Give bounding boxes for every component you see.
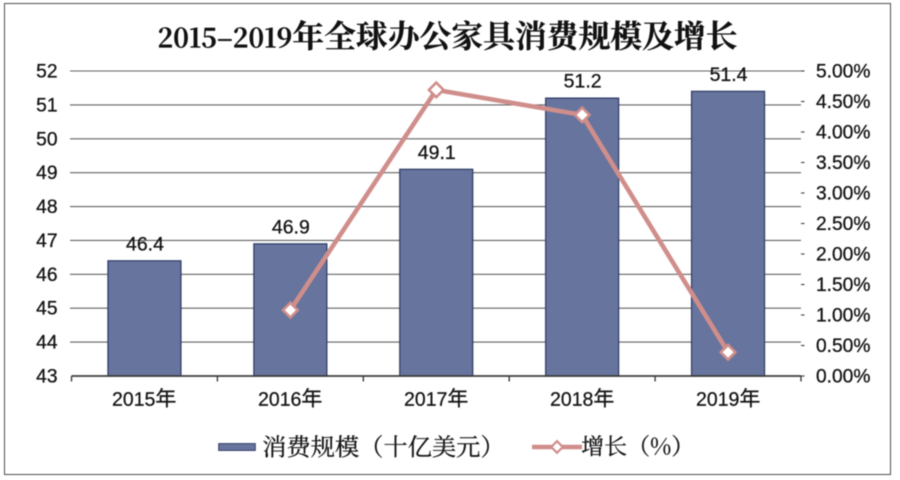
left-axis-label-46: 46 [36, 265, 57, 286]
legend-label-consumption [263, 434, 490, 458]
left-axis-label-50: 50 [36, 129, 57, 150]
left-axis-label-47: 47 [36, 231, 57, 252]
right-axis-label-2.00%: 2.00% [816, 245, 870, 266]
growth-marker [573, 105, 592, 125]
right-axis-label-3.00%: 3.00% [816, 184, 870, 205]
right-axis-label-0.50%: 0.50% [816, 336, 870, 357]
left-axis-label-44: 44 [36, 333, 58, 354]
growth-marker [718, 343, 738, 362]
left-axis-label-51: 51 [36, 95, 57, 116]
chart-title-glyphs [159, 20, 738, 51]
right-axis-label-4.50%: 4.50% [816, 92, 870, 113]
right-axis-label-1.50%: 1.50% [816, 275, 870, 296]
legend-bar-swatch [217, 442, 256, 451]
growth-line [288, 87, 731, 354]
bar-value-label-49.1: 49.1 [418, 142, 456, 164]
right-axis-label-3.50%: 3.50% [816, 153, 870, 174]
x-axis-label-2018 [550, 387, 614, 408]
left-axis-label-43: 43 [36, 367, 57, 388]
growth-marker [281, 300, 300, 320]
x-axis-label-2016 [258, 387, 322, 408]
left-axis-label-52: 52 [36, 62, 57, 83]
chart-frame-border [4, 3, 891, 475]
right-axis-label-5.00%: 5.00% [816, 62, 870, 83]
right-axis-label-2.50%: 2.50% [816, 214, 870, 235]
right-axis-label-4.00%: 4.00% [816, 123, 870, 144]
bar-value-label-46.4: 46.4 [126, 233, 164, 255]
x-axis-label-2015 [113, 387, 176, 408]
x-axis-label-2017 [404, 387, 468, 408]
left-axis-label-48: 48 [36, 197, 57, 218]
bar-value-label-51.2: 51.2 [564, 71, 602, 93]
bar-value-label-51.4: 51.4 [710, 64, 748, 86]
right-axis-label-0.00%: 0.00% [816, 367, 870, 388]
x-axis-label-2019 [696, 387, 760, 408]
bar-2015年 [107, 260, 182, 377]
bar-2017年 [399, 168, 474, 377]
growth-marker [427, 80, 446, 100]
bar-2019年 [690, 90, 766, 377]
right-axis-label-1.00%: 1.00% [816, 306, 870, 327]
legend-label-growth [581, 434, 680, 457]
bar-value-label-46.9: 46.9 [272, 216, 310, 238]
bar-2018年 [545, 97, 620, 377]
left-axis-label-45: 45 [36, 299, 57, 320]
legend-line-swatch [532, 439, 582, 455]
left-axis-label-49: 49 [36, 163, 57, 184]
